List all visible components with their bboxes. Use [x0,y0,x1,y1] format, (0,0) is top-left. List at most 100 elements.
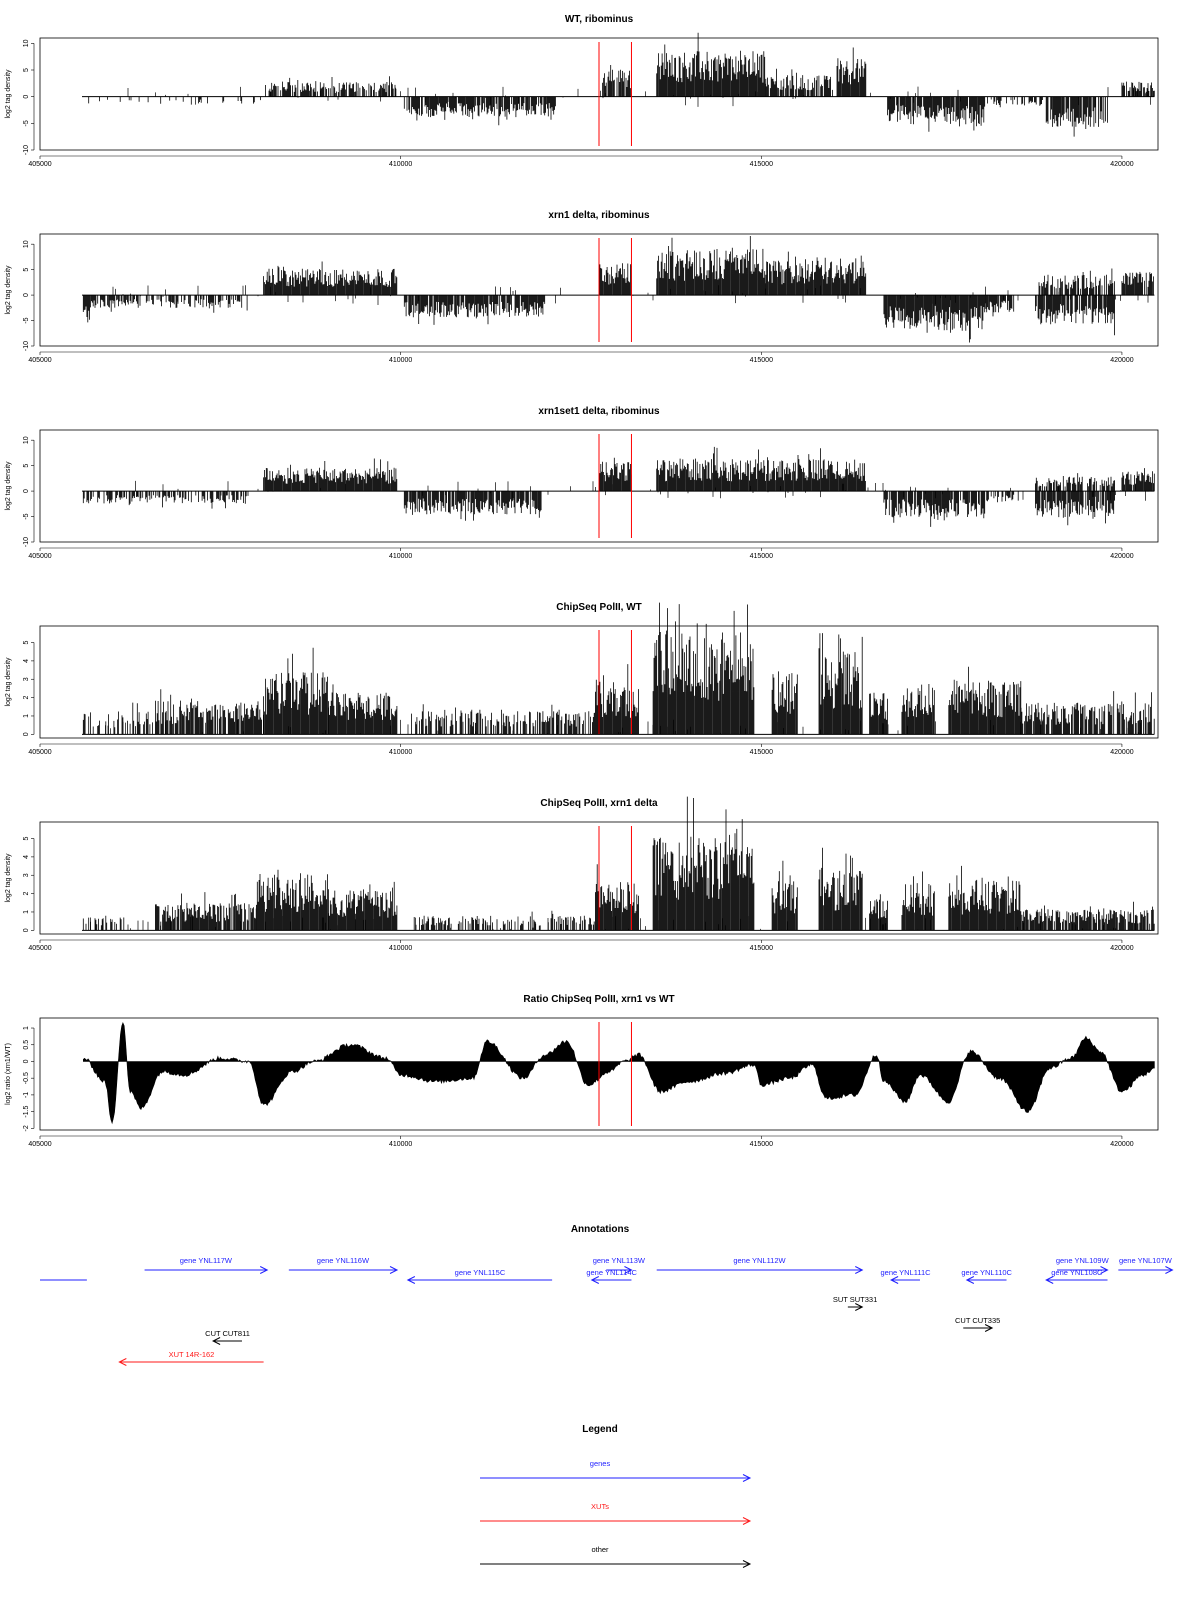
signal-bars [82,602,1155,735]
signal-segment [255,869,329,931]
signal-bars [82,446,1155,527]
y-axis-label: log2 tag density [5,461,12,511]
gene-feature: gene YNL108C [1045,1268,1108,1284]
y-tick-label: 3 [23,873,30,877]
signal-segment [948,666,1022,735]
y-tick-label: 3 [23,677,30,681]
feature-arrow-head [389,1266,399,1274]
track-panel: ChipSeq PolII, WT 0 1 2 3 4 5 log2 tag density 4… [5,602,1159,756]
feature-arrow-head [406,1276,416,1284]
y-tick-label: -10 [23,145,30,155]
feature-arrow-head [259,1266,269,1274]
signal-noise [127,86,1151,107]
y-tick-label: 5 [23,464,30,468]
signal-segment [656,236,766,296]
xut-feature: XUT 14R-162 [118,1350,264,1366]
feature-label: gene YNL108C [1051,1268,1103,1277]
y-tick-label: -10 [23,341,30,351]
legend-item: other [480,1545,752,1568]
signal-segment [595,864,639,931]
legend-title: Legend [582,1424,618,1435]
x-tick-label: 415000 [750,553,773,560]
other-feature: CUT CUT335 [955,1316,1000,1332]
plot-frame [39,625,1159,739]
feature-label: gene YNL107W [1119,1256,1173,1265]
x-tick-label: 405000 [28,161,51,168]
plot-frame [39,429,1159,543]
x-tick-label: 415000 [750,1141,773,1148]
signal-segment [328,881,398,931]
y-tick-label: -1.5 [23,1105,30,1117]
signal-noise [90,915,1136,931]
x-tick-label: 415000 [750,357,773,364]
signal-segment [1021,901,1155,931]
plot-frame [39,821,1159,935]
y-tick-label: 0 [23,95,30,99]
y-tick-label: 5 [23,68,30,72]
feature-arrow-head [118,1358,127,1366]
y-tick-label: 4 [23,855,30,859]
annotations-title: Annotations [571,1224,630,1235]
legend-item: XUTs [480,1502,752,1525]
x-tick-label: 420000 [1110,553,1133,560]
x-tick-label: 410000 [389,1141,412,1148]
y-tick-label: 0.5 [23,1040,30,1050]
feature-label: CUT CUT811 [205,1329,250,1338]
signal-segment [598,263,632,296]
signal-segment [869,894,888,931]
signal-bars [82,236,1154,343]
y-tick-label: -5 [23,317,30,323]
signal-segment [263,647,329,735]
x-tick-label: 405000 [28,749,51,756]
y-tick-label: 5 [23,640,30,644]
legend-label: other [591,1545,609,1554]
signal-segment [1035,491,1115,526]
y-tick-label: -5 [23,120,30,126]
signal-segment [82,915,125,931]
other-feature: SUT SUT331 [833,1295,877,1311]
y-tick-label: 2 [23,696,30,700]
y-tick-label: 1 [23,1026,30,1030]
y-tick-label: 5 [23,268,30,272]
signal-segment [1035,295,1115,336]
signal-segment [82,295,91,323]
x-tick-label: 420000 [1110,161,1133,168]
signal-segment [652,602,755,735]
y-axis-label: log2 tag density [5,657,12,707]
feature-arrow-head [211,1337,221,1345]
legend-arrow-head [742,1474,752,1482]
y-tick-label: -5 [23,513,30,519]
gene-feature: gene YNL113W [593,1256,646,1274]
x-tick-label: 405000 [28,357,51,364]
feature-arrow-head [984,1324,994,1332]
y-axis-label: log2 tag density [5,69,12,119]
y-tick-label: -10 [23,537,30,547]
gene-feature: gene YNL111C [881,1268,931,1284]
x-tick-label: 415000 [750,749,773,756]
feature-label: gene YNL110C [961,1268,1012,1277]
gene-feature: gene YNL117W [144,1256,269,1274]
signal-segment [155,892,257,931]
feature-arrow-head [1100,1266,1109,1274]
y-tick-label: 0 [23,928,30,932]
x-tick-label: 405000 [28,553,51,560]
signal-segment [986,491,1019,503]
signal-noise [112,285,1149,305]
y-tick-label: 0 [23,489,30,493]
signal-segment [1121,468,1155,492]
signal-segment [1045,96,1108,137]
feature-arrow-head [890,1276,899,1284]
track-panel: xrn1set1 delta, ribominus -10 -5 0 5 10 log2 t… [5,406,1159,560]
feature-arrow-head [855,1266,864,1274]
ratio-area [83,1021,1155,1125]
x-tick-label: 405000 [28,1141,51,1148]
gene-feature: gene YNL110C [961,1268,1013,1284]
gene-feature: gene YNL115C [406,1268,553,1284]
legend-label: XUTs [591,1502,609,1511]
feature-label: XUT 14R-162 [169,1350,215,1359]
signal-segment [598,65,632,97]
signal-segment [82,491,249,509]
signal-segment [263,458,398,492]
y-tick-label: 5 [23,836,30,840]
